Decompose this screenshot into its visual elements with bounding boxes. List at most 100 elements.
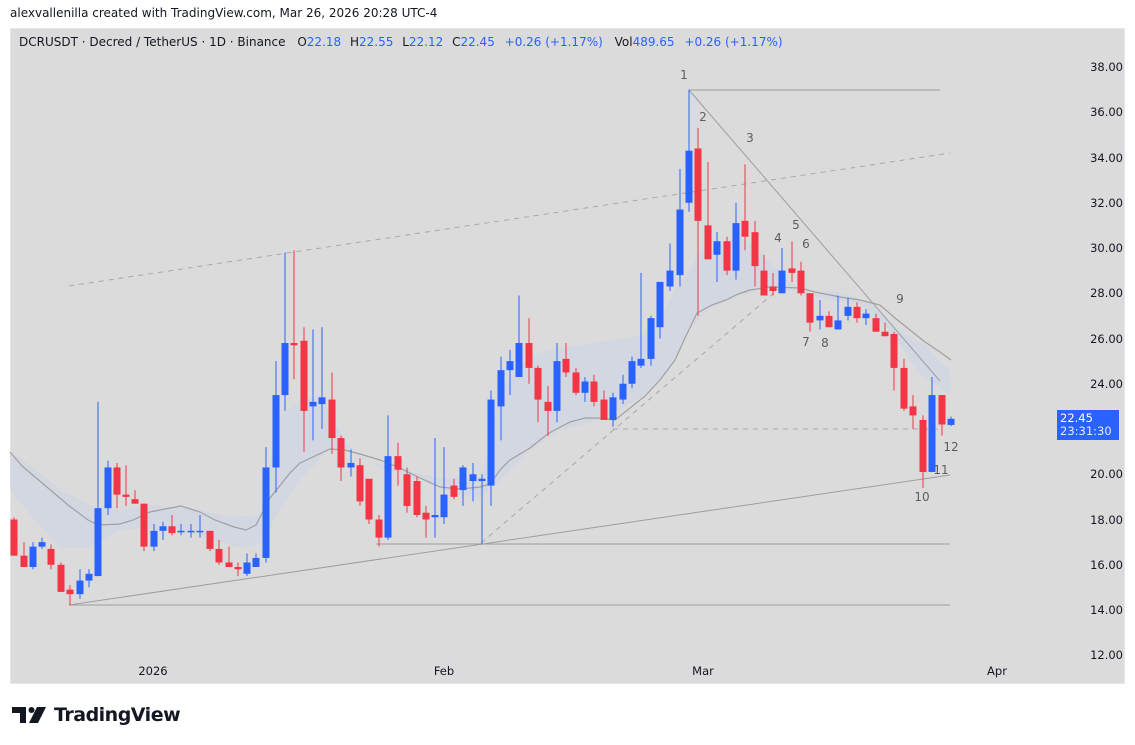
candle (478, 474, 486, 545)
candle (600, 390, 608, 420)
candle (581, 376, 589, 402)
price-tick-label: 36.00 (1090, 105, 1123, 120)
chart-caption: alexvallenilla created with TradingView.… (10, 6, 438, 20)
candle (422, 505, 430, 538)
high-value: 22.55 (359, 35, 394, 49)
candle (131, 490, 139, 504)
candle (309, 329, 317, 441)
trendline[interactable] (688, 89, 941, 382)
candle (890, 331, 898, 391)
candle (806, 293, 814, 332)
candle (252, 553, 260, 568)
candle (544, 386, 552, 436)
candle (328, 372, 336, 454)
candle (159, 521, 167, 540)
candle (534, 365, 542, 423)
open-value: 22.18 (306, 35, 342, 49)
low-value: 22.12 (408, 35, 444, 49)
price-tick-label: 28.00 (1090, 286, 1123, 301)
candle (760, 254, 768, 296)
candle (553, 343, 561, 423)
wave-count-label: 10 (914, 490, 929, 504)
candle (347, 449, 355, 477)
candle (29, 542, 37, 570)
candle (656, 281, 664, 339)
candle (47, 544, 55, 570)
ma-cloud (10, 236, 950, 548)
candle (685, 89, 693, 212)
wave-count-label: 7 (802, 335, 810, 349)
candle (741, 164, 749, 251)
candle (38, 537, 46, 549)
candle (10, 517, 18, 556)
candle (300, 327, 308, 452)
candle (713, 232, 721, 282)
candle (590, 374, 598, 407)
last-price-badge: 22.45 23:31:30 (1057, 409, 1119, 440)
candle (215, 539, 223, 565)
price-tick-label: 30.00 (1090, 241, 1123, 255)
candle (122, 465, 130, 506)
bar-countdown: 23:31:30 (1060, 423, 1112, 438)
candle (337, 435, 345, 482)
wave-count-label: 6 (802, 237, 810, 251)
candle (85, 569, 93, 588)
candle (413, 476, 421, 518)
candle (751, 220, 759, 287)
wave-count-label: 5 (792, 218, 800, 232)
candle (825, 311, 833, 328)
volume-label: Vol (614, 35, 633, 49)
volume-value: 489.65 (632, 35, 675, 49)
candle (272, 361, 280, 493)
change-value: +0.26 (+1.17%) (504, 35, 603, 49)
symbol-legend: DCRUSDT · Decred / TetherUS · 1D · Binan… (19, 35, 783, 49)
candle (900, 358, 908, 411)
candle (881, 322, 889, 337)
trendline[interactable] (68, 152, 951, 287)
candle (290, 250, 298, 380)
candle (919, 415, 927, 488)
candle (816, 300, 824, 330)
chart-pane[interactable]: DCRUSDT · Decred / TetherUS · 1D · Binan… (10, 28, 1125, 684)
close-label: C (452, 35, 461, 49)
candle (459, 465, 467, 506)
candle (431, 438, 439, 538)
time-tick-label: Mar (692, 664, 714, 678)
candle (440, 447, 448, 525)
tradingview-logo[interactable]: TradingView (12, 704, 181, 726)
candle (797, 261, 805, 296)
wave-count-label: 12 (943, 440, 958, 454)
candle (562, 343, 570, 377)
symbol-description[interactable]: DCRUSDT · Decred / TetherUS · 1D · Binan… (19, 35, 286, 49)
candle (704, 162, 712, 260)
wave-count-label: 2 (699, 110, 707, 124)
time-tick-label: Feb (433, 664, 455, 678)
price-tick-label: 26.00 (1090, 331, 1123, 346)
price-tick-label: 16.00 (1090, 557, 1123, 572)
candle (947, 416, 955, 427)
candle (365, 478, 373, 525)
candle (262, 447, 270, 563)
candle (281, 252, 289, 411)
candle (497, 356, 505, 441)
candle (356, 458, 364, 506)
candle (66, 585, 74, 606)
candle (938, 395, 946, 436)
candle (150, 524, 158, 552)
price-tick-label: 18.00 (1090, 512, 1123, 527)
candle (694, 128, 702, 316)
price-tick-label: 32.00 (1090, 195, 1123, 210)
candle (647, 315, 655, 366)
candle (769, 272, 777, 296)
wave-count-label: 9 (896, 292, 904, 306)
candle (778, 248, 786, 294)
price-tick-label: 20.00 (1090, 467, 1123, 482)
wave-count-label: 11 (933, 463, 948, 477)
close-value: 22.45 (460, 35, 495, 49)
trendline[interactable] (68, 474, 951, 606)
candle (487, 390, 495, 506)
low-label: L (402, 35, 409, 49)
candle (384, 415, 392, 540)
tradingview-logo-text: TradingView (54, 704, 181, 726)
